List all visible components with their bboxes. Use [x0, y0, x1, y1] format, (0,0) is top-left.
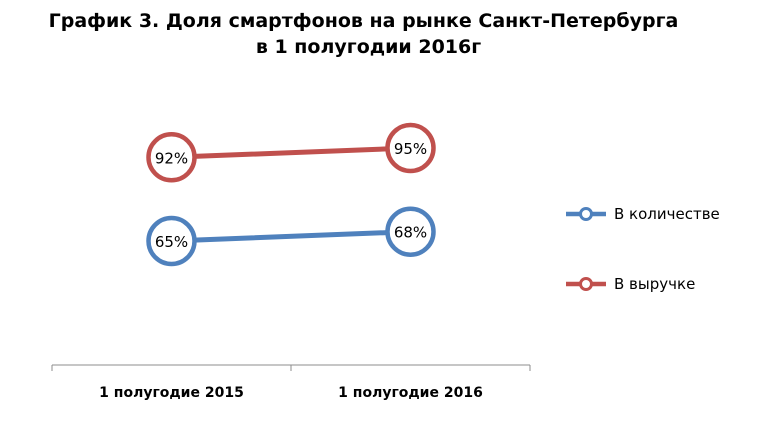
chart-title: График 3. Доля смартфонов на рынке Санкт… — [0, 8, 757, 60]
data-point — [146, 215, 197, 267]
legend-marker — [579, 207, 593, 221]
legend-marker — [579, 277, 593, 291]
chart-title-line-1: График 3. Доля смартфонов на рынке Санкт… — [48, 10, 679, 32]
data-label: 92% — [155, 149, 188, 167]
legend-label: В выручке — [614, 275, 695, 293]
x-tick-label: 1 полугодие 2016 — [338, 385, 483, 401]
x-tick-label: 1 полугодие 2015 — [99, 385, 244, 401]
data-label: 68% — [394, 224, 427, 242]
series-line — [169, 145, 413, 160]
data-point — [385, 122, 436, 174]
data-point — [385, 206, 436, 257]
data-label: 95% — [394, 140, 427, 158]
data-point — [146, 132, 197, 183]
data-label: 65% — [155, 233, 188, 251]
chart-title-line-2: в 1 полугодии 2016г — [255, 36, 482, 58]
legend-label: В количестве — [614, 205, 720, 223]
series-line — [169, 229, 413, 244]
